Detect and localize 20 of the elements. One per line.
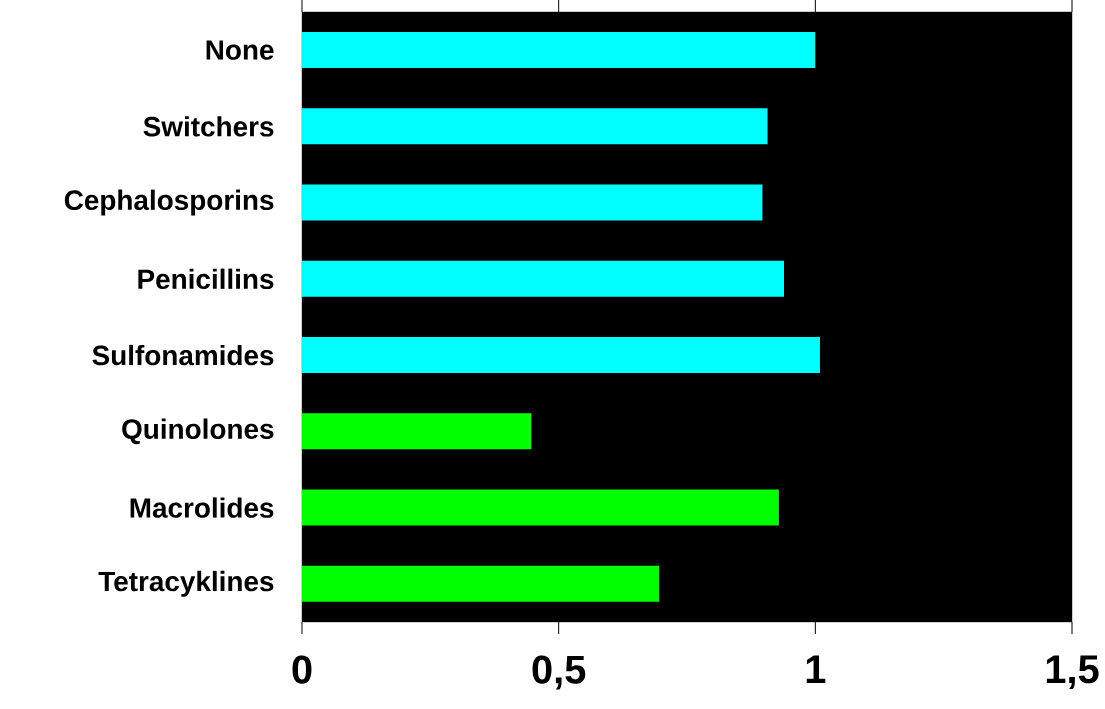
y-tick-label: Switchers bbox=[143, 116, 274, 137]
bar bbox=[302, 108, 768, 145]
x-tick-label: 1,5 bbox=[1046, 655, 1099, 690]
bar bbox=[302, 184, 763, 221]
bar bbox=[302, 489, 779, 526]
bar bbox=[302, 337, 820, 374]
y-tick-label: Penicillins bbox=[138, 268, 274, 290]
bar bbox=[302, 565, 660, 602]
bar bbox=[302, 32, 816, 69]
y-tick-label: Tetracyklines bbox=[98, 570, 274, 597]
x-tick-label: 0 bbox=[292, 655, 312, 684]
y-tick-label: None bbox=[206, 40, 274, 60]
bar bbox=[302, 260, 785, 297]
x-tick-label: 0,5 bbox=[532, 655, 586, 690]
y-tick-label: Sulfonamides bbox=[92, 344, 274, 366]
bar bbox=[302, 413, 532, 450]
y-tick-label: Cephalosporins bbox=[64, 189, 274, 216]
y-tick-label: Macrolides bbox=[130, 497, 274, 518]
y-tick-label: Quinolones bbox=[122, 418, 274, 445]
x-tick-label: 1 bbox=[806, 655, 826, 683]
